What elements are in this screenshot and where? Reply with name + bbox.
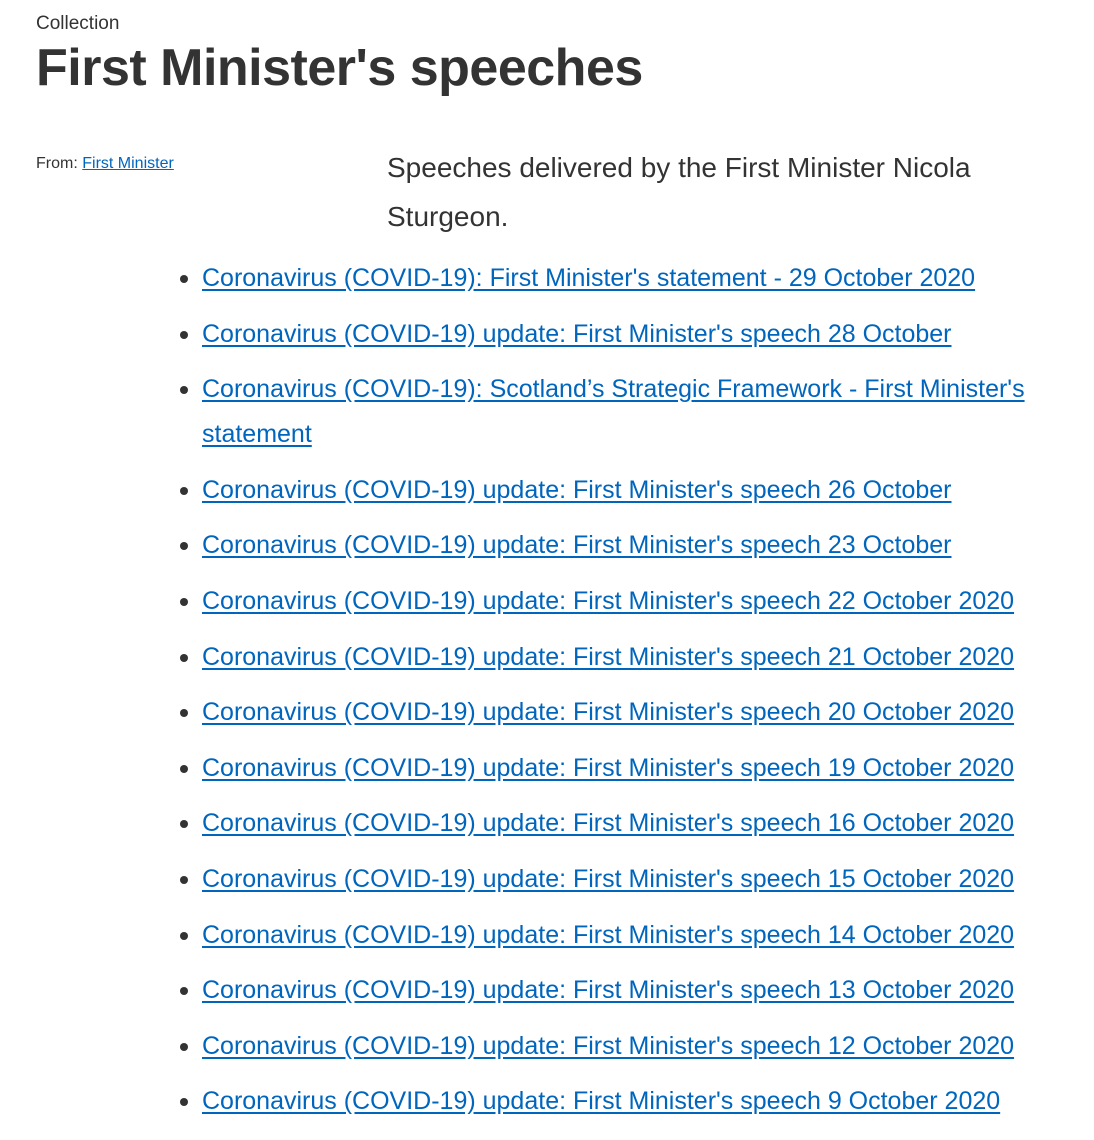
- bullet-icon: [180, 709, 188, 718]
- speech-link[interactable]: Coronavirus (COVID-19) update: First Min…: [202, 809, 1015, 838]
- bullet-icon: [180, 875, 188, 884]
- speech-link[interactable]: Coronavirus (COVID-19): Scotland’s Strat…: [202, 375, 1025, 449]
- speech-link[interactable]: Coronavirus (COVID-19) update: First Min…: [202, 586, 1015, 615]
- bullet-icon: [180, 1042, 188, 1051]
- speech-link[interactable]: Coronavirus (COVID-19) update: First Min…: [202, 1087, 1001, 1116]
- speech-link[interactable]: Coronavirus (COVID-19) update: First Min…: [202, 531, 952, 560]
- speech-link[interactable]: Coronavirus (COVID-19) update: First Min…: [202, 920, 1015, 949]
- from-metadata: From: First Minister: [36, 155, 174, 173]
- list-item: Coronavirus (COVID-19) update: First Min…: [180, 312, 1072, 357]
- speech-link[interactable]: Coronavirus (COVID-19) update: First Min…: [202, 698, 1015, 727]
- bullet-icon: [180, 486, 188, 495]
- list-item: Coronavirus (COVID-19) update: First Min…: [180, 523, 1072, 568]
- speech-link[interactable]: Coronavirus (COVID-19) update: First Min…: [202, 475, 952, 504]
- bullet-icon: [180, 542, 188, 551]
- speech-link[interactable]: Coronavirus (COVID-19) update: First Min…: [202, 753, 1015, 782]
- speech-link[interactable]: Coronavirus (COVID-19) update: First Min…: [202, 319, 952, 348]
- bullet-icon: [180, 820, 188, 829]
- bullet-icon: [180, 597, 188, 606]
- list-item: Coronavirus (COVID-19) update: First Min…: [180, 801, 1072, 846]
- bullet-icon: [180, 931, 188, 940]
- collection-summary: Speeches delivered by the First Minister…: [387, 152, 971, 232]
- list-item: Coronavirus (COVID-19) update: First Min…: [180, 968, 1072, 1013]
- list-item: Coronavirus (COVID-19) update: First Min…: [180, 1024, 1072, 1069]
- list-item: Coronavirus (COVID-19) update: First Min…: [180, 468, 1072, 513]
- list-item: Coronavirus (COVID-19) update: First Min…: [180, 579, 1072, 624]
- list-item: Coronavirus (COVID-19) update: First Min…: [180, 690, 1072, 735]
- bullet-icon: [180, 764, 188, 773]
- bullet-icon: [180, 1098, 188, 1107]
- speech-list: Coronavirus (COVID-19): First Minister's…: [180, 256, 1072, 1135]
- speech-link[interactable]: Coronavirus (COVID-19): First Minister's…: [202, 264, 976, 292]
- content-type-label: Collection: [36, 13, 120, 34]
- bullet-icon: [180, 386, 188, 395]
- speech-link[interactable]: Coronavirus (COVID-19) update: First Min…: [202, 864, 1015, 893]
- from-label: From:: [36, 155, 78, 172]
- list-item: Coronavirus (COVID-19) update: First Min…: [180, 857, 1072, 902]
- bullet-icon: [180, 653, 188, 662]
- list-item: Coronavirus (COVID-19) update: First Min…: [180, 635, 1072, 680]
- list-item: Coronavirus (COVID-19) update: First Min…: [180, 913, 1072, 958]
- page-title: First Minister's speeches: [36, 39, 643, 97]
- speech-link[interactable]: Coronavirus (COVID-19) update: First Min…: [202, 1031, 1015, 1060]
- bullet-icon: [180, 275, 188, 283]
- list-item: Coronavirus (COVID-19) update: First Min…: [180, 746, 1072, 791]
- list-item: Coronavirus (COVID-19) update: First Min…: [180, 1079, 1072, 1124]
- speech-link[interactable]: Coronavirus (COVID-19) update: First Min…: [202, 642, 1015, 671]
- from-link-first-minister[interactable]: First Minister: [82, 155, 174, 172]
- list-item: Coronavirus (COVID-19): First Minister's…: [180, 256, 1072, 301]
- bullet-icon: [180, 987, 188, 996]
- speech-link[interactable]: Coronavirus (COVID-19) update: First Min…: [202, 976, 1015, 1005]
- list-item: Coronavirus (COVID-19): Scotland’s Strat…: [180, 367, 1072, 457]
- bullet-icon: [180, 330, 188, 339]
